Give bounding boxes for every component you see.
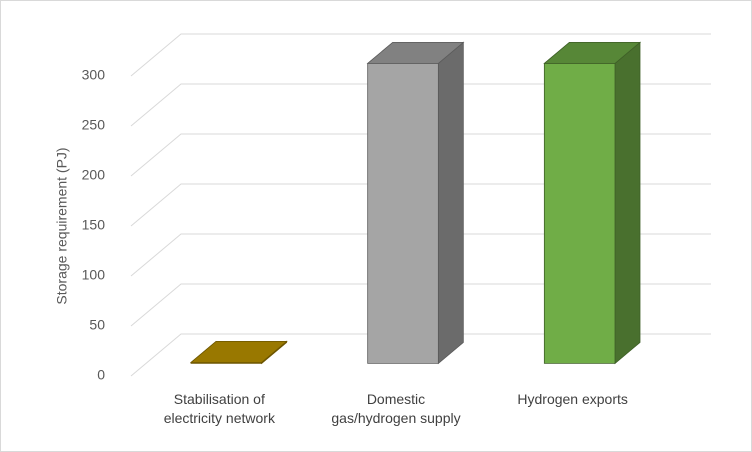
y-tick-label: 200 (82, 167, 106, 183)
grid-line (130, 133, 711, 177)
bar (543, 41, 642, 365)
x-tick-label: Hydrogen exports (517, 391, 628, 407)
bar-side (614, 41, 641, 365)
y-tick-label: 300 (82, 67, 106, 83)
bar-top (543, 42, 642, 64)
y-tick-label: 50 (89, 317, 105, 333)
x-tick-label: Domestic gas/hydrogen supply (331, 391, 461, 426)
grid-line (130, 233, 711, 277)
y-axis-title: Storage requirement (PJ) (54, 147, 70, 304)
y-tick-label: 100 (82, 267, 106, 283)
bar-top (366, 42, 465, 64)
bar-top (189, 340, 288, 363)
y-tick-label: 0 (97, 367, 105, 383)
bar-front (543, 63, 616, 364)
grid-line (130, 183, 711, 227)
grid-line (130, 83, 711, 127)
grid-line (130, 283, 711, 327)
bar-side (437, 41, 464, 365)
x-tick-label: Stabilisation of electricity network (163, 391, 275, 426)
y-tick-label: 150 (82, 217, 106, 233)
grid-line (130, 333, 711, 377)
bar-front (367, 63, 439, 364)
grid-line (130, 33, 711, 77)
bar (366, 41, 465, 365)
bar (189, 340, 288, 365)
y-tick-label: 250 (82, 117, 106, 133)
